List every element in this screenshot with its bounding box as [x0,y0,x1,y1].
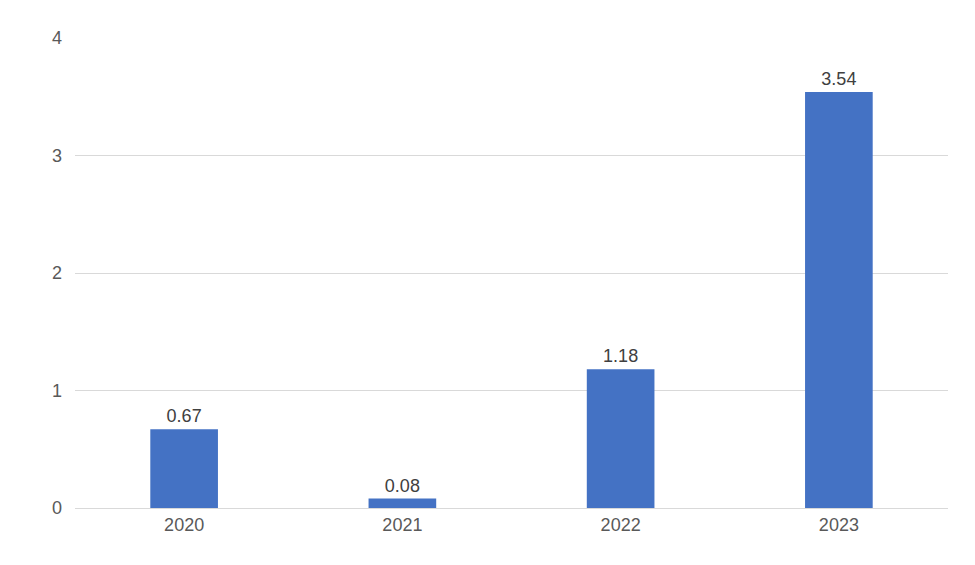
svg-text:2020: 2020 [164,515,204,535]
svg-text:2022: 2022 [601,515,641,535]
svg-text:3.54: 3.54 [821,69,856,89]
svg-text:0.67: 0.67 [167,406,202,426]
svg-text:2023: 2023 [819,515,859,535]
svg-text:3: 3 [52,146,62,166]
svg-text:1.18: 1.18 [603,346,638,366]
svg-text:2021: 2021 [382,515,422,535]
svg-text:1: 1 [52,381,62,401]
svg-text:0.08: 0.08 [385,476,420,496]
svg-text:0: 0 [52,498,62,518]
svg-text:2: 2 [52,263,62,283]
svg-text:4: 4 [52,28,62,48]
